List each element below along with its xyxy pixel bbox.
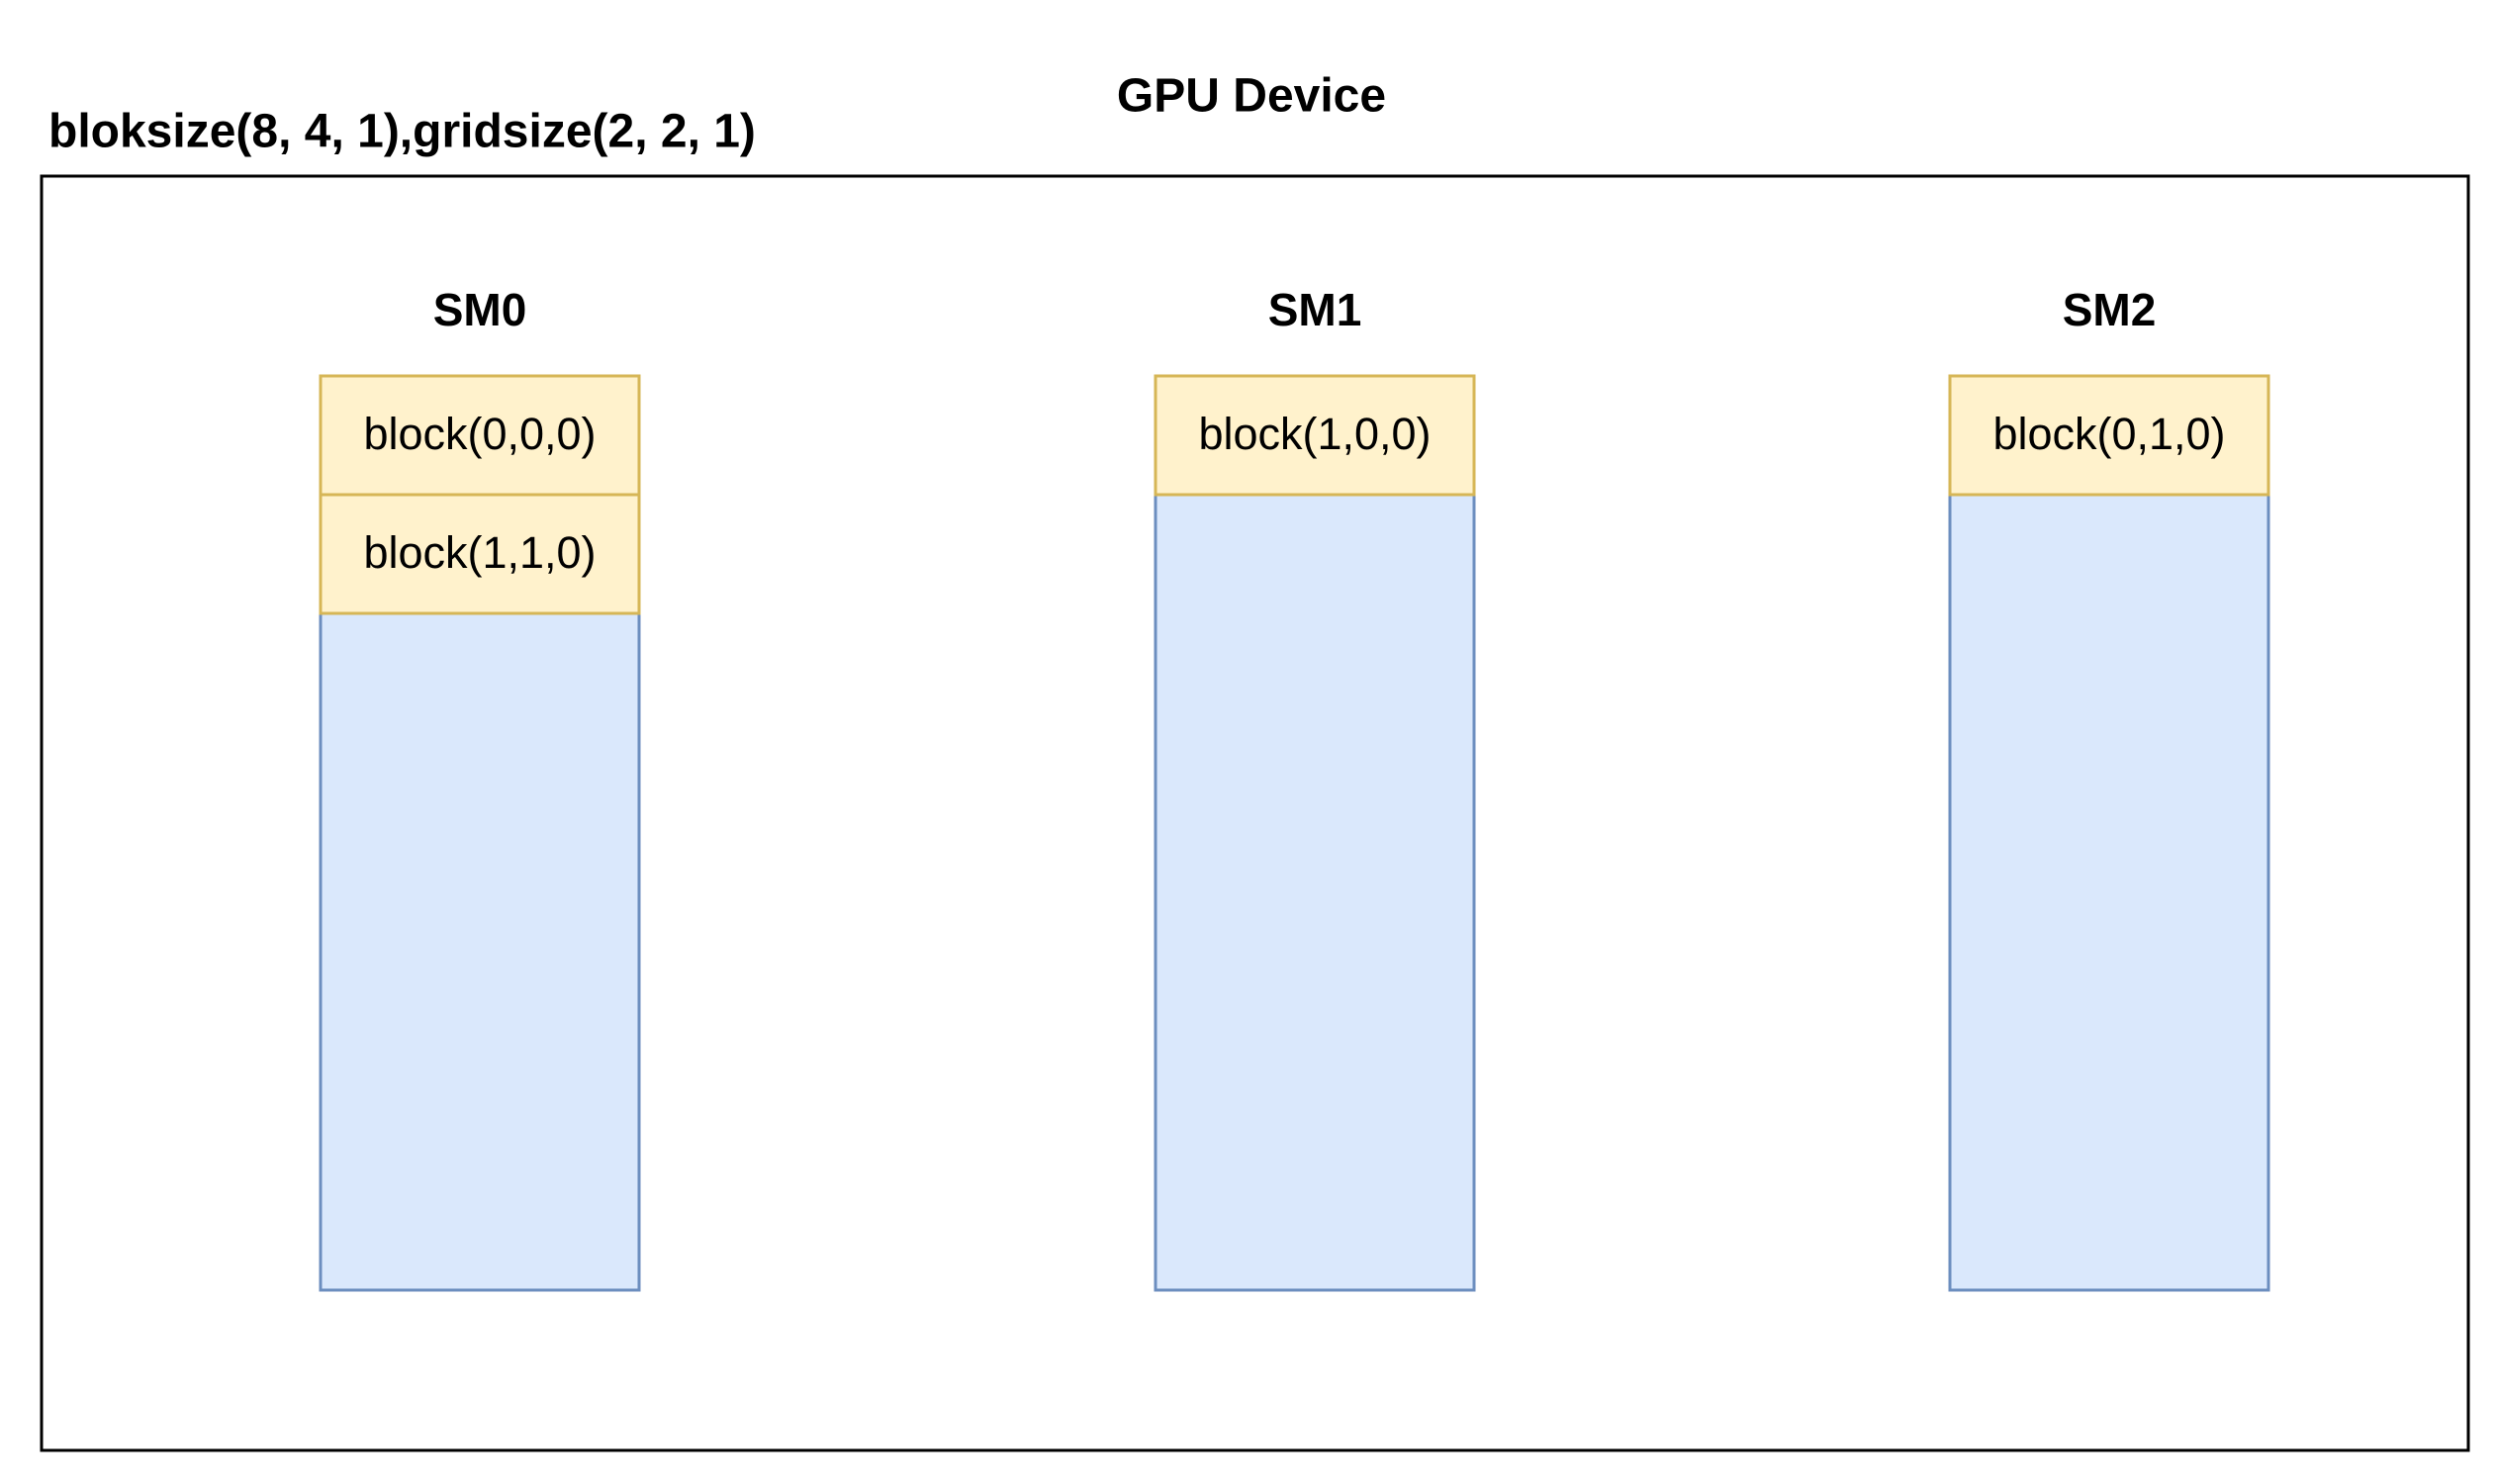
block xyxy=(319,374,641,497)
config-label: bloksize(8, 4, 1),gridsize(2, 2, 1) xyxy=(48,106,756,158)
sm-column xyxy=(1948,374,2270,1292)
sm-label: SM1 xyxy=(1268,284,1362,335)
sm-label: SM2 xyxy=(2063,284,2157,335)
block-label: block(1,1,0) xyxy=(363,527,596,578)
block-label: block(0,0,0) xyxy=(363,409,596,459)
block xyxy=(1948,374,2270,497)
title: GPU Device xyxy=(1117,70,1386,123)
sm-label: SM0 xyxy=(433,284,527,335)
block xyxy=(1154,374,1476,497)
block-label: block(1,0,0) xyxy=(1198,409,1431,459)
block xyxy=(319,493,641,615)
gpu-device-box xyxy=(40,174,2470,1452)
block-label: block(0,1,0) xyxy=(1992,409,2225,459)
sm-column xyxy=(1154,374,1476,1292)
